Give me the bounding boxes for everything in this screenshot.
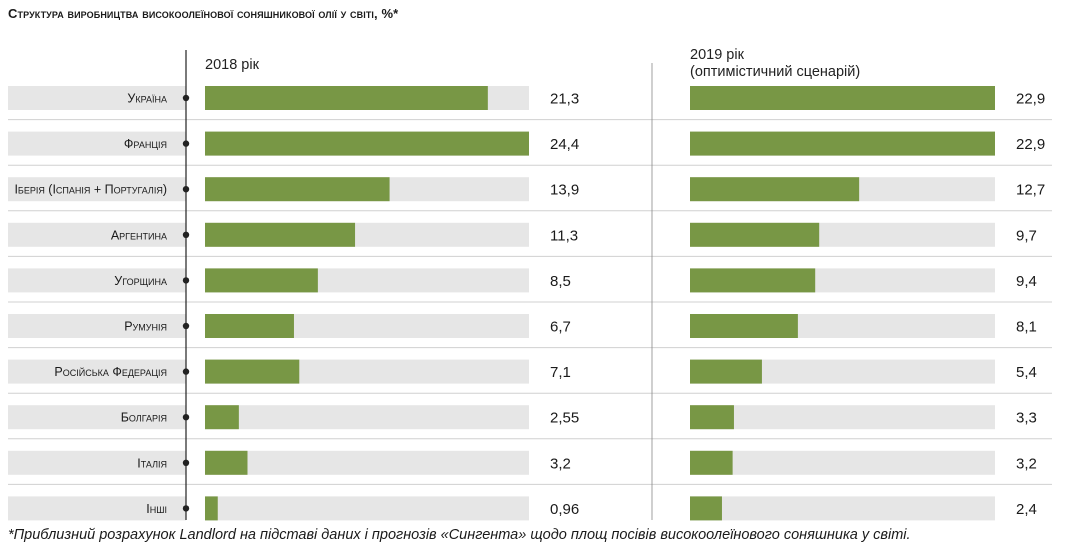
- series-header-2018: 2018 рік: [205, 57, 259, 73]
- value-label: 9,4: [1016, 273, 1037, 290]
- category-label: Іберія (Іспанія + Португалія): [14, 183, 167, 197]
- category-label: Інші: [146, 502, 167, 516]
- axis-marker: [182, 186, 190, 193]
- value-label: 9,7: [1016, 227, 1037, 244]
- category-label-track: [8, 222, 186, 247]
- bar-track: [205, 496, 529, 521]
- bar-track: [690, 450, 995, 475]
- bar: [690, 496, 722, 521]
- series-subheader-2019: (оптимістичний сценарій): [690, 64, 861, 80]
- category-label: Італія: [137, 456, 167, 470]
- bar: [205, 359, 300, 384]
- category-label-track: [8, 131, 186, 156]
- category-label-track: [8, 314, 186, 338]
- category-label-track: [8, 450, 186, 475]
- bar: [205, 86, 488, 110]
- value-label: 0,96: [550, 501, 579, 518]
- value-label: 7,1: [550, 364, 571, 381]
- bar: [205, 177, 390, 202]
- bar: [690, 359, 762, 384]
- chart-title: Структура виробництва високоолеїнової со…: [8, 6, 399, 21]
- bar: [690, 177, 860, 202]
- value-label: 12,7: [1016, 182, 1045, 199]
- bar: [205, 496, 218, 521]
- bar-track: [690, 496, 995, 521]
- axis-marker: [182, 414, 190, 421]
- bar: [205, 405, 239, 430]
- axis-marker: [182, 140, 190, 147]
- bar: [205, 314, 294, 338]
- bar-track: [205, 405, 529, 430]
- axis-marker: [182, 231, 190, 238]
- bar: [690, 268, 816, 293]
- category-label-track: [8, 359, 186, 384]
- bar: [690, 222, 820, 247]
- category-label: Франція: [124, 137, 167, 151]
- category-label: Румунія: [124, 320, 167, 334]
- category-label: Російська Федерація: [54, 365, 167, 379]
- value-label: 6,7: [550, 319, 571, 336]
- value-label: 5,4: [1016, 364, 1037, 381]
- bar: [690, 131, 995, 156]
- bar: [690, 405, 734, 430]
- value-label: 2,55: [550, 410, 579, 427]
- axis-marker: [182, 505, 190, 512]
- category-label-track: [8, 405, 186, 430]
- category-label-track: [8, 86, 186, 110]
- value-label: 3,3: [1016, 410, 1037, 427]
- bar-track: [690, 405, 995, 430]
- bar: [205, 268, 318, 293]
- axis-marker: [182, 94, 190, 102]
- value-label: 3,2: [1016, 455, 1037, 472]
- value-label: 24,4: [550, 136, 579, 153]
- value-label: 21,3: [550, 91, 579, 108]
- value-label: 22,9: [1016, 136, 1045, 153]
- axis-marker: [182, 459, 190, 466]
- value-label: 2,4: [1016, 501, 1037, 518]
- value-label: 8,5: [550, 273, 571, 290]
- value-label: 8,1: [1016, 319, 1037, 336]
- footnote: *Приблизний розрахунок Landlord на підст…: [8, 527, 911, 543]
- bar: [205, 131, 529, 156]
- category-label: Болгарія: [121, 411, 167, 425]
- bar: [690, 314, 798, 338]
- bar: [690, 86, 995, 110]
- value-label: 3,2: [550, 455, 571, 472]
- category-label-track: [8, 177, 186, 202]
- value-label: 22,9: [1016, 91, 1045, 108]
- category-label-track: [8, 268, 186, 293]
- axis-marker: [182, 277, 190, 284]
- value-label: 13,9: [550, 182, 579, 199]
- bar: [205, 450, 248, 475]
- axis-marker: [182, 322, 190, 330]
- bar: [205, 222, 356, 247]
- bar: [690, 450, 733, 475]
- category-label-track: [8, 496, 186, 521]
- category-label: Україна: [127, 92, 167, 106]
- bar-track: [205, 450, 529, 475]
- category-label: Аргентина: [111, 228, 167, 242]
- category-label: Угорщина: [114, 274, 167, 288]
- series-header-2019: 2019 рік: [690, 47, 744, 63]
- axis-marker: [182, 368, 190, 375]
- value-label: 11,3: [550, 227, 578, 244]
